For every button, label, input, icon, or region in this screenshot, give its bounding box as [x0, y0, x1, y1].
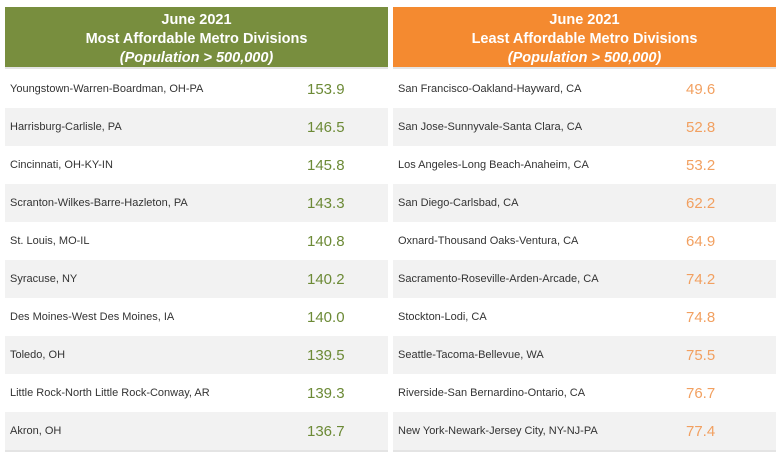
affordability-index: 52.8 [686, 118, 716, 136]
metro-name: Syracuse, NY [10, 273, 78, 285]
affordability-index: 75.5 [686, 346, 716, 364]
table-row: Seattle-Tacoma-Bellevue, WA 75.5 [393, 336, 776, 374]
metro-name: Des Moines-West Des Moines, IA [10, 311, 175, 323]
metro-name: Los Angeles-Long Beach-Anaheim, CA [398, 159, 589, 171]
table-row: Sacramento-Roseville-Arden-Arcade, CA 74.… [393, 260, 776, 298]
least-affordable-header: June 2021 Least Affordable Metro Divisio… [393, 7, 776, 69]
table-row: San Francisco-Oakland-Hayward, CA 49.6 [393, 70, 776, 108]
metro-name: Riverside-San Bernardino-Ontario, CA [398, 387, 586, 399]
header-subtitle: (Population > 500,000) [119, 50, 274, 66]
metro-name: Stockton-Lodi, CA [398, 311, 487, 323]
affordability-index: 74.2 [686, 270, 716, 288]
affordability-index: 76.7 [686, 384, 716, 402]
metro-name: New York-Newark-Jersey City, NY-NJ-PA [398, 425, 598, 437]
table-row: St. Louis, MO-IL 140.8 [5, 222, 388, 260]
affordability-index: 140.8 [307, 232, 345, 250]
metro-name: Toledo, OH [10, 349, 66, 361]
table-row: Scranton-Wilkes-Barre-Hazleton, PA 143.3 [5, 184, 388, 222]
metro-name: Seattle-Tacoma-Bellevue, WA [398, 349, 544, 361]
metro-name: Little Rock-North Little Rock-Conway, AR [10, 387, 210, 399]
affordability-index: 136.7 [307, 422, 345, 440]
table-row: San Diego-Carlsbad, CA 62.2 [393, 184, 776, 222]
table-row: Oxnard-Thousand Oaks-Ventura, CA 64.9 [393, 222, 776, 260]
metro-name: San Francisco-Oakland-Hayward, CA [398, 83, 582, 95]
affordability-index: 140.0 [307, 308, 345, 326]
metro-name: Sacramento-Roseville-Arden-Arcade, CA [398, 273, 599, 285]
header-title: Least Affordable Metro Divisions [471, 31, 698, 47]
table-row: Harrisburg-Carlisle, PA 146.5 [5, 108, 388, 146]
affordability-index: 74.8 [686, 308, 716, 326]
header-date: June 2021 [549, 12, 620, 28]
table-row: New York-Newark-Jersey City, NY-NJ-PA 77.… [393, 412, 776, 452]
affordability-index: 139.5 [307, 346, 345, 364]
table-row: Youngstown-Warren-Boardman, OH-PA 153.9 [5, 70, 388, 108]
affordability-index: 153.9 [307, 80, 345, 98]
affordability-index: 62.2 [686, 194, 716, 212]
affordability-index: 145.8 [307, 156, 345, 174]
affordability-index: 140.2 [307, 270, 345, 288]
table-row: Des Moines-West Des Moines, IA 140.0 [5, 298, 388, 336]
metro-name: Oxnard-Thousand Oaks-Ventura, CA [398, 235, 579, 247]
affordability-index: 77.4 [686, 422, 716, 440]
most-affordable-header: June 2021 Most Affordable Metro Division… [5, 7, 388, 69]
metro-name: St. Louis, MO-IL [10, 235, 90, 247]
affordability-index: 53.2 [686, 156, 716, 174]
metro-name: Akron, OH [10, 425, 62, 437]
least-affordable-table: June 2021 Least Affordable Metro Divisio… [393, 7, 776, 452]
metro-name: San Diego-Carlsbad, CA [398, 197, 519, 209]
affordability-index: 64.9 [686, 232, 716, 250]
metro-name: Cincinnati, OH-KY-IN [10, 159, 113, 171]
table-row: Cincinnati, OH-KY-IN 145.8 [5, 146, 388, 184]
table-row: Syracuse, NY 140.2 [5, 260, 388, 298]
metro-name: San Jose-Sunnyvale-Santa Clara, CA [398, 121, 583, 133]
table-row: Akron, OH 136.7 [5, 412, 388, 452]
most-affordable-table: June 2021 Most Affordable Metro Division… [5, 7, 388, 452]
table-row: Little Rock-North Little Rock-Conway, AR… [5, 374, 388, 412]
table-row: Stockton-Lodi, CA 74.8 [393, 298, 776, 336]
affordability-index: 49.6 [686, 80, 716, 98]
table-row: Riverside-San Bernardino-Ontario, CA 76.7 [393, 374, 776, 412]
header-title: Most Affordable Metro Divisions [85, 31, 308, 47]
table-row: San Jose-Sunnyvale-Santa Clara, CA 52.8 [393, 108, 776, 146]
affordability-index: 143.3 [307, 194, 345, 212]
affordability-index: 139.3 [307, 384, 345, 402]
affordability-index: 146.5 [307, 118, 345, 136]
header-subtitle: (Population > 500,000) [507, 50, 662, 66]
header-date: June 2021 [161, 12, 232, 28]
metro-name: Youngstown-Warren-Boardman, OH-PA [10, 83, 204, 95]
metro-name: Harrisburg-Carlisle, PA [10, 121, 122, 133]
table-row: Los Angeles-Long Beach-Anaheim, CA 53.2 [393, 146, 776, 184]
table-row: Toledo, OH 139.5 [5, 336, 388, 374]
metro-name: Scranton-Wilkes-Barre-Hazleton, PA [10, 197, 188, 209]
